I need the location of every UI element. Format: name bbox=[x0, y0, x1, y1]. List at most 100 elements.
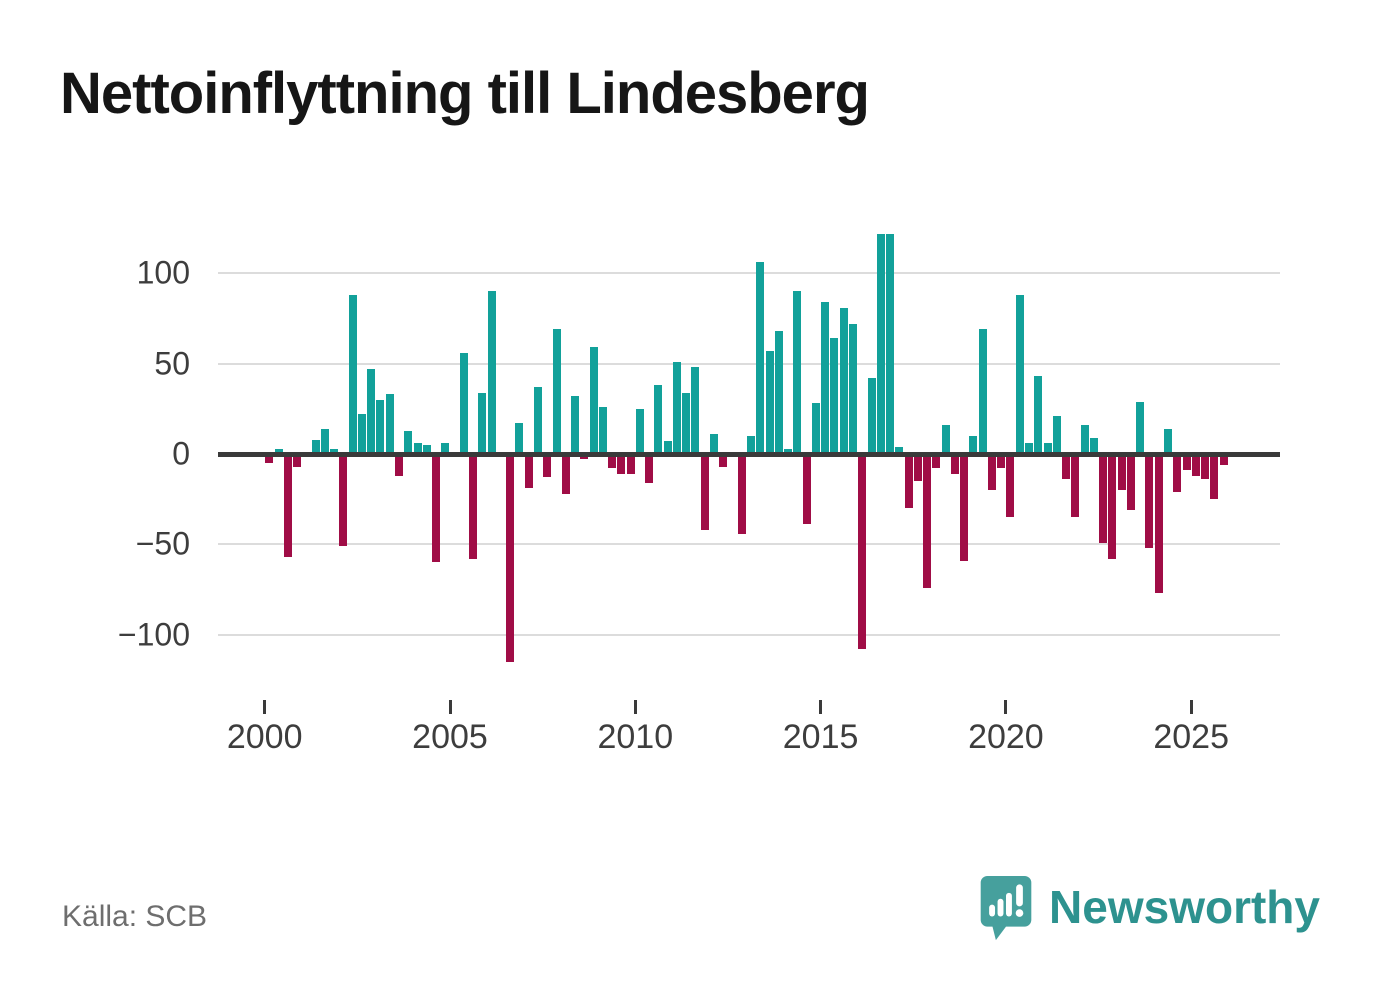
x-axis-tick bbox=[1189, 700, 1193, 714]
bar bbox=[515, 423, 524, 454]
bar bbox=[1025, 443, 1033, 454]
bar bbox=[1071, 454, 1080, 518]
bar bbox=[654, 385, 663, 454]
bar bbox=[1191, 454, 1200, 476]
bar bbox=[1052, 416, 1061, 454]
bar bbox=[506, 454, 515, 662]
bar bbox=[617, 454, 626, 474]
bar bbox=[691, 367, 700, 454]
bar bbox=[913, 454, 922, 482]
bar bbox=[1043, 443, 1052, 454]
bar bbox=[941, 425, 950, 454]
y-axis-label: −100 bbox=[117, 616, 190, 653]
bar bbox=[1154, 454, 1163, 594]
bar bbox=[663, 441, 672, 454]
bar bbox=[1062, 454, 1071, 480]
bar bbox=[1080, 425, 1089, 454]
bar bbox=[737, 454, 746, 534]
bar bbox=[1117, 454, 1126, 491]
bar bbox=[1006, 454, 1015, 518]
x-axis-tick bbox=[263, 700, 267, 714]
bar bbox=[876, 233, 885, 454]
bar bbox=[960, 454, 969, 561]
bar bbox=[765, 351, 774, 454]
y-axis-label: 50 bbox=[154, 345, 190, 382]
gridline bbox=[218, 633, 1280, 636]
bar bbox=[1126, 454, 1135, 511]
brand-name: Newsworthy bbox=[1049, 881, 1320, 933]
bar bbox=[478, 392, 487, 454]
bar bbox=[1182, 454, 1191, 471]
bar bbox=[608, 454, 617, 469]
bar bbox=[571, 396, 580, 454]
bar bbox=[1108, 454, 1117, 559]
bar bbox=[469, 454, 478, 559]
bar bbox=[1034, 376, 1043, 454]
bar bbox=[265, 454, 274, 464]
bar bbox=[1173, 454, 1182, 492]
page-title: Nettoinflyttning till Lindesberg bbox=[60, 61, 870, 126]
zero-axis-line bbox=[218, 451, 1280, 457]
bar bbox=[1099, 454, 1108, 543]
bar bbox=[320, 428, 329, 454]
bar bbox=[348, 294, 357, 454]
bar bbox=[376, 399, 385, 454]
bar bbox=[330, 448, 339, 454]
y-axis-label: −50 bbox=[135, 525, 190, 562]
bar bbox=[626, 454, 635, 474]
bar bbox=[283, 454, 292, 557]
bar bbox=[848, 323, 857, 454]
bar bbox=[867, 378, 876, 454]
bar bbox=[459, 352, 468, 454]
bar bbox=[1219, 454, 1228, 465]
x-axis-tick bbox=[1004, 700, 1008, 714]
x-axis-label: 2005 bbox=[412, 718, 488, 756]
bar bbox=[793, 291, 802, 454]
bar bbox=[580, 454, 589, 460]
bar bbox=[441, 443, 450, 454]
gridline bbox=[218, 543, 1280, 546]
source-label: Källa: SCB bbox=[62, 900, 208, 933]
bar bbox=[895, 446, 904, 454]
bar bbox=[700, 454, 709, 530]
bar bbox=[487, 291, 496, 454]
bar bbox=[950, 454, 959, 474]
bar bbox=[719, 454, 728, 467]
bar bbox=[830, 338, 839, 454]
x-axis-label: 2015 bbox=[782, 718, 859, 756]
bar bbox=[274, 448, 283, 454]
bar bbox=[1201, 454, 1210, 480]
bar bbox=[858, 454, 867, 650]
bar bbox=[293, 454, 302, 467]
bar bbox=[1145, 454, 1154, 548]
bar bbox=[524, 454, 533, 489]
gridline bbox=[218, 362, 1280, 365]
bar bbox=[802, 454, 811, 525]
bar bbox=[978, 329, 987, 454]
x-axis-label: 2010 bbox=[597, 718, 674, 756]
bar bbox=[811, 403, 820, 454]
bar bbox=[1136, 401, 1145, 454]
y-axis-label: 0 bbox=[172, 435, 190, 472]
bar bbox=[747, 435, 756, 454]
y-axis-label: 100 bbox=[136, 254, 190, 291]
x-axis-label: 2000 bbox=[226, 718, 303, 756]
bar bbox=[432, 454, 441, 563]
bar bbox=[367, 369, 376, 454]
bar bbox=[886, 233, 895, 454]
x-axis-tick bbox=[819, 700, 823, 714]
bar bbox=[422, 444, 431, 454]
bar bbox=[598, 407, 607, 454]
x-axis-tick bbox=[448, 700, 452, 714]
bar bbox=[969, 435, 978, 454]
bar bbox=[1015, 294, 1024, 454]
x-axis-tick bbox=[633, 700, 637, 714]
bar bbox=[357, 414, 366, 454]
x-axis-label: 2020 bbox=[968, 718, 1044, 756]
bar bbox=[932, 454, 941, 469]
bar bbox=[672, 361, 681, 454]
bar bbox=[339, 454, 348, 547]
bar bbox=[404, 430, 413, 454]
bar bbox=[413, 443, 422, 454]
